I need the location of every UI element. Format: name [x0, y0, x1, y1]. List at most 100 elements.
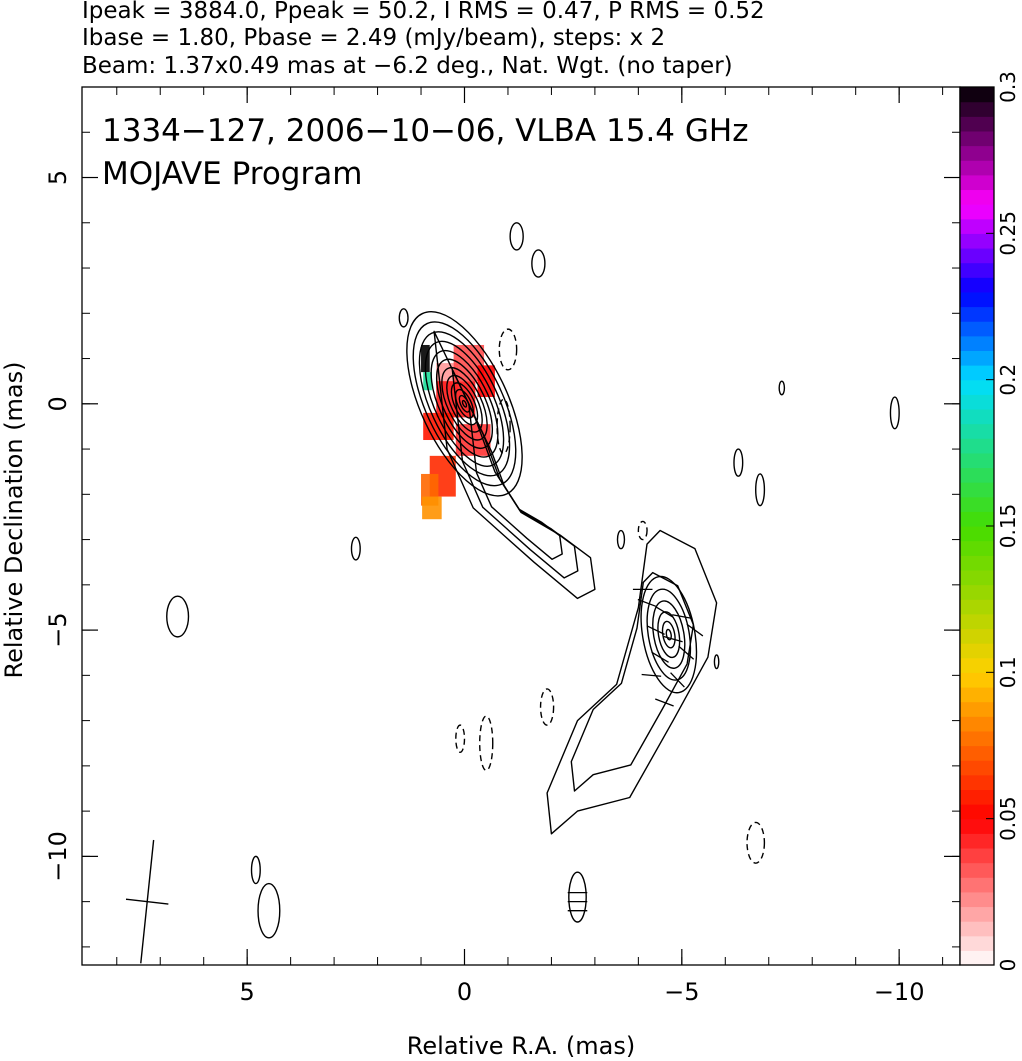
core-contour	[418, 331, 511, 477]
core-contour	[406, 311, 523, 497]
colorbar-band	[960, 379, 994, 395]
y-tick-label: 0	[44, 396, 72, 411]
colorbar-tick-label: 0.2	[996, 364, 1020, 396]
colorbar-band	[960, 628, 994, 644]
colorbar-band	[960, 745, 994, 761]
small-contour	[713, 654, 720, 670]
x-tick-label: −10	[874, 978, 925, 1006]
colorbar-band	[960, 760, 994, 776]
negative-contour	[498, 328, 518, 371]
colorbar-tick-label: 0	[996, 959, 1020, 972]
colorbar-band	[960, 408, 994, 425]
evpa-stick	[646, 625, 665, 635]
evpa-stick	[655, 698, 674, 707]
colorbar-band	[960, 906, 994, 922]
colorbar-band	[960, 247, 994, 264]
core-contour	[424, 340, 505, 467]
knot-contour	[661, 620, 676, 649]
x-tick-label: −5	[664, 978, 699, 1006]
stokes-i-contours	[25, 146, 900, 939]
colorbar-band	[960, 774, 994, 790]
colorbar-band	[960, 130, 994, 147]
colorbar-band	[960, 306, 994, 322]
colorbar-band	[960, 511, 994, 527]
evpa-stick	[663, 635, 683, 643]
colorbar-band	[960, 935, 994, 951]
negative-contour	[746, 821, 766, 864]
colorbar-band	[960, 716, 994, 732]
colorbar-band	[960, 686, 994, 703]
colorbar-band	[960, 496, 994, 512]
knot-contour	[646, 588, 692, 681]
polarization-pixel-block	[422, 496, 442, 520]
colorbar-band	[960, 277, 994, 293]
colorbar-band	[960, 87, 994, 103]
colorbar-band	[960, 350, 994, 366]
colorbar-band	[960, 145, 994, 161]
colorbar-frame	[959, 86, 995, 966]
colorbar-band	[960, 569, 994, 586]
colorbar-band	[960, 101, 994, 117]
colorbar-band	[960, 423, 994, 439]
colorbar-band	[960, 877, 994, 893]
small-contour	[755, 473, 766, 507]
colorbar-band	[960, 833, 994, 849]
evpa-stick	[686, 623, 704, 637]
colorbar-band	[960, 452, 994, 469]
colorbar-band	[960, 365, 994, 381]
knot-contour	[665, 628, 672, 641]
x-tick-label: 5	[240, 978, 255, 1006]
colorbar-band	[960, 160, 994, 176]
plot-frame	[81, 86, 961, 966]
colorbar-tick-label: 0.05	[996, 796, 1020, 841]
small-contour	[250, 855, 261, 885]
colorbar-band	[960, 672, 994, 688]
header-line-2: Ibase = 1.80, Pbase = 2.49 (mJy/beam), s…	[82, 25, 665, 51]
colorbar-band	[960, 321, 994, 337]
y-axis-label: Relative Declination (mas)	[0, 361, 28, 678]
core-contour	[450, 382, 479, 426]
knot-contour	[652, 600, 686, 669]
colorbar-band	[960, 818, 994, 834]
colorbar-band	[960, 394, 994, 410]
negative-contour	[496, 398, 511, 455]
colorbar: 0 0.05 0.1 0.15 0.2 0.25 0.3	[960, 71, 1020, 971]
evpa-vectors	[567, 588, 704, 912]
small-contour	[778, 380, 786, 396]
small-contour	[616, 529, 626, 550]
colorbar-band	[960, 482, 994, 498]
axis-ticks: 5 0 −5 −10 5 0 −5 −10	[44, 87, 960, 1006]
beam-minor-axis	[125, 898, 169, 905]
jet-outer-contour	[546, 529, 718, 835]
core-contour	[458, 394, 471, 413]
colorbar-band	[960, 335, 994, 351]
negative-contour	[539, 688, 555, 726]
colorbar-band	[960, 804, 994, 820]
negative-contour	[637, 520, 648, 541]
core-extension-contour	[468, 403, 563, 560]
small-contour	[25, 146, 42, 173]
colorbar-band	[960, 438, 994, 454]
colorbar-band	[960, 204, 994, 220]
small-contour	[257, 882, 281, 939]
x-axis-label: Relative R.A. (mas)	[407, 1032, 635, 1060]
polarization-pixel-block	[423, 372, 432, 391]
core-extension-contour	[433, 330, 596, 600]
evpa-stick	[641, 673, 662, 677]
small-contour	[531, 249, 546, 278]
evpa-stick	[678, 645, 695, 660]
core-contour	[412, 321, 517, 487]
colorbar-band	[960, 262, 994, 278]
colorbar-band	[960, 599, 994, 615]
small-contour	[398, 308, 409, 328]
small-contour	[350, 536, 361, 561]
colorbar-band	[960, 701, 994, 717]
jet-outer-contour	[570, 571, 695, 792]
colorbar-band	[960, 526, 994, 542]
colorbar-band	[960, 584, 994, 600]
negative-contour	[455, 724, 466, 753]
colorbar-band	[960, 174, 994, 191]
small-contour	[509, 222, 524, 251]
small-contour	[889, 396, 900, 430]
